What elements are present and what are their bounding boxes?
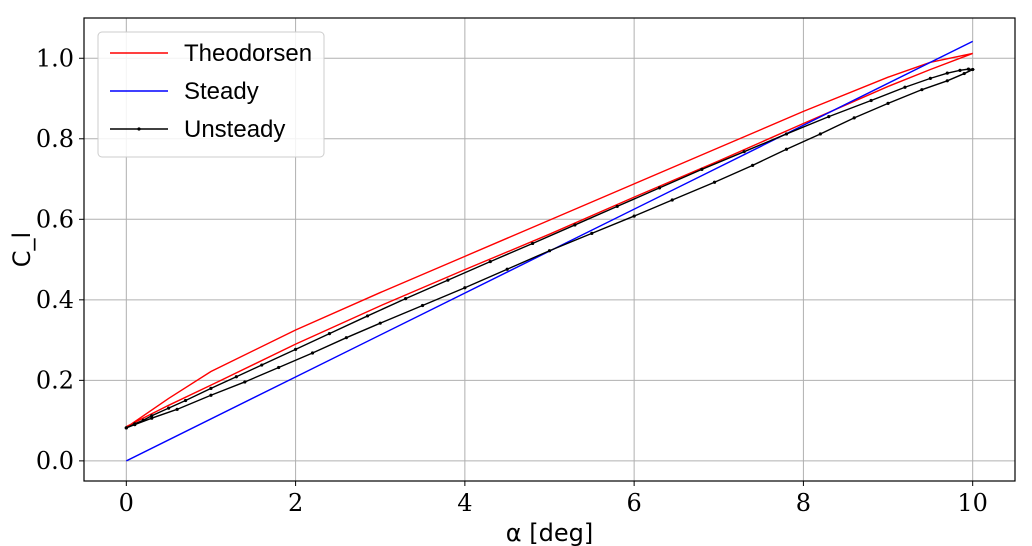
data-point-unsteady: [150, 414, 154, 418]
data-point-unsteady: [573, 223, 577, 227]
data-point-unsteady: [966, 67, 971, 71]
data-point-unsteady: [175, 407, 179, 411]
data-point-unsteady: [827, 115, 831, 119]
data-point-unsteady: [712, 180, 717, 184]
data-point-unsteady: [945, 79, 949, 83]
data-point-unsteady: [277, 365, 281, 370]
data-point-unsteady: [818, 132, 822, 136]
data-point-unsteady: [530, 241, 535, 246]
data-point-unsteady: [784, 147, 789, 151]
data-point-unsteady: [670, 198, 674, 202]
data-point-unsteady: [124, 426, 128, 430]
data-point-unsteady: [971, 67, 975, 72]
data-point-unsteady: [751, 163, 755, 167]
legend-label-unsteady: Unsteady: [184, 116, 285, 143]
data-point-unsteady: [141, 418, 145, 422]
data-point-unsteady: [488, 259, 492, 264]
data-point-unsteady: [446, 278, 450, 282]
y-tick-label: 0.4: [36, 286, 74, 314]
legend-label-steady: Steady: [184, 78, 259, 105]
data-point-unsteady: [886, 101, 890, 105]
data-point-unsteady: [928, 76, 932, 80]
data-point-unsteady: [234, 375, 238, 379]
data-point-unsteady: [920, 88, 924, 92]
data-point-unsteady: [293, 347, 298, 351]
legend-box: [97, 31, 325, 158]
data-point-unsteady: [327, 332, 332, 336]
plot-frame: [83, 17, 1016, 482]
data-point-unsteady: [150, 416, 154, 420]
data-point-unsteady: [133, 423, 137, 427]
data-point-unsteady: [167, 406, 171, 410]
data-point-unsteady: [209, 393, 213, 397]
data-point-unsteady: [243, 380, 247, 384]
data-point-unsteady: [310, 351, 315, 355]
data-point-unsteady: [183, 398, 188, 403]
data-point-unsteady: [463, 286, 467, 290]
series-layer: [124, 40, 976, 462]
data-point-unsteady: [903, 85, 907, 89]
data-point-unsteady: [784, 132, 789, 136]
data-point-unsteady: [962, 71, 966, 76]
x-tick-label: 8: [796, 489, 811, 517]
data-point-unsteady: [958, 68, 962, 72]
data-point-unsteady: [945, 71, 949, 75]
data-point-unsteady: [869, 98, 873, 103]
legend-label-theodorsen: Theodorsen: [184, 40, 312, 67]
data-point-unsteady: [209, 386, 213, 390]
x-tick-label: 10: [957, 489, 988, 517]
data-point-unsteady: [657, 186, 662, 190]
y-tick-label: 0.0: [36, 447, 74, 475]
y-tick-label: 0.8: [36, 125, 74, 153]
series-line-unsteady: [126, 68, 976, 429]
data-point-unsteady: [378, 321, 382, 325]
legend: Theodorsen Steady Unsteady: [97, 31, 325, 158]
data-point-unsteady: [590, 231, 594, 235]
data-point-unsteady: [547, 249, 552, 253]
data-point-unsteady: [505, 267, 509, 271]
y-axis-label: C_l: [8, 232, 36, 267]
data-point-unsteady: [615, 204, 619, 209]
x-axis-label: α [deg]: [506, 519, 593, 546]
series-line-theodorsen: [125, 52, 973, 429]
data-point-unsteady: [852, 116, 856, 120]
y-tick-label: 0.2: [36, 366, 74, 394]
data-point-unsteady: [365, 314, 370, 318]
y-tick-label: 1.0: [36, 44, 74, 72]
x-tick-label: 6: [626, 489, 641, 517]
data-point-unsteady: [632, 214, 636, 218]
data-point-unsteady: [742, 150, 746, 154]
y-tick-label: 0.6: [36, 205, 74, 233]
data-point-unsteady: [700, 167, 704, 171]
x-tick-label: 2: [288, 489, 303, 517]
legend-marker: [137, 127, 141, 131]
data-point-unsteady: [404, 297, 408, 301]
x-tick-label: 0: [119, 489, 134, 517]
ticks: 0 2 4 6 8 10 0.0 0.2 0.4 0.6 0.8 1.0: [36, 44, 988, 517]
data-point-unsteady: [260, 363, 264, 367]
x-tick-label: 4: [457, 489, 472, 517]
data-point-unsteady: [344, 336, 348, 340]
data-point-unsteady: [420, 303, 425, 308]
